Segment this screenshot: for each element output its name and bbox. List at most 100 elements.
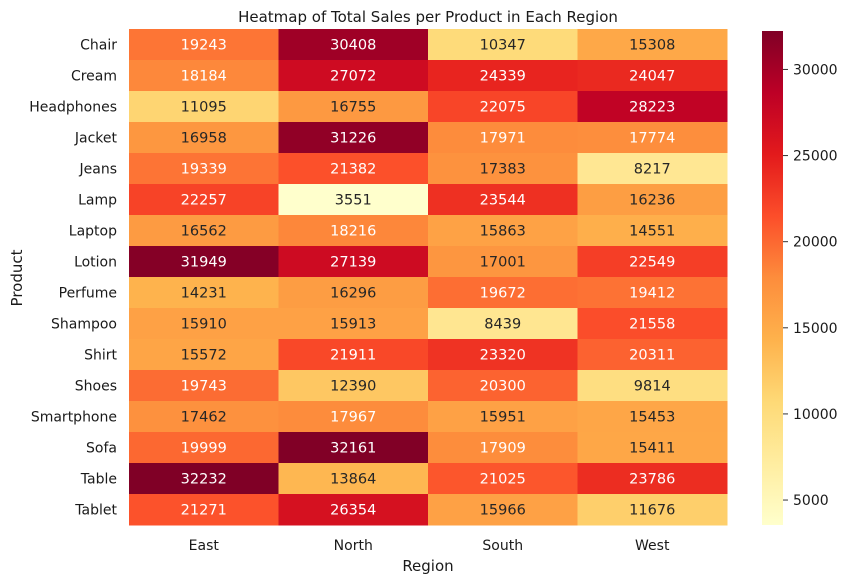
colorbar-ticks: 5000 10000 15000 20000 25000 30000: [783, 62, 838, 509]
heatmap-cell: [428, 370, 578, 402]
heatmap-cell: [129, 339, 279, 371]
heatmap-cell: [577, 122, 728, 154]
cell-value-label: 16958: [181, 131, 227, 147]
heatmap-cell: [428, 215, 578, 247]
heatmap-cell: [428, 308, 578, 340]
heatmap-cell: [577, 308, 728, 340]
heatmap-cell: [129, 215, 279, 247]
heatmap-cell: [428, 60, 578, 92]
cell-value-label: 16755: [330, 100, 376, 116]
y-tick-label: Shoes: [75, 379, 117, 395]
heatmap-cell: [428, 401, 578, 433]
cell-value-label: 15453: [629, 410, 675, 426]
cell-value-label: 32232: [181, 472, 227, 488]
heatmap-cell: [278, 29, 429, 61]
x-axis-label: Region: [402, 557, 453, 575]
heatmap-cell: [129, 401, 279, 433]
cell-value-label: 16236: [629, 193, 675, 209]
cell-value-label: 15910: [181, 317, 227, 333]
heatmap-cell: [129, 370, 279, 402]
heatmap-cell: [129, 184, 279, 216]
heatmap-cell: [129, 308, 279, 340]
heatmap-cell: [577, 29, 728, 61]
y-tick-label: Perfume: [59, 286, 117, 302]
heatmap-cell: [428, 463, 578, 495]
heatmap-cell: [278, 370, 429, 402]
colorbar-tick-label: 15000: [793, 321, 838, 337]
heatmap-cells: 19243 30408 10347 15308 18184 27072 24339 24047…: [129, 29, 728, 526]
heatmap-cell: [428, 29, 578, 61]
heatmap-cell: [577, 215, 728, 247]
heatmap-cell: [577, 277, 728, 309]
y-tick-label: Tablet: [74, 503, 117, 519]
heatmap-cell: [577, 153, 728, 185]
y-tick-label: Smartphone: [31, 410, 117, 426]
heatmap-cell: [278, 153, 429, 185]
heatmap-cell: [428, 339, 578, 371]
cell-value-label: 17001: [480, 255, 526, 271]
cell-value-label: 8439: [484, 317, 521, 333]
cell-value-label: 17383: [480, 162, 526, 178]
cell-value-label: 12390: [330, 379, 376, 395]
heatmap-cell: [278, 339, 429, 371]
cell-value-label: 19243: [181, 38, 227, 54]
cell-value-label: 15411: [629, 441, 675, 457]
heatmap-cell: [278, 432, 429, 464]
cell-value-label: 19412: [629, 286, 675, 302]
cell-value-label: 13864: [330, 472, 376, 488]
y-tick-label: Lamp: [78, 193, 117, 209]
cell-value-label: 26354: [330, 503, 376, 519]
cell-value-label: 30408: [330, 38, 376, 54]
heatmap-cell: [129, 29, 279, 61]
y-tick-label: Jacket: [74, 131, 118, 147]
cell-value-label: 16296: [330, 286, 376, 302]
colorbar-tick-label: 5000: [793, 493, 829, 509]
cell-value-label: 20300: [480, 379, 526, 395]
cell-value-label: 18184: [181, 69, 227, 85]
cell-value-label: 15951: [480, 410, 526, 426]
cell-value-label: 14231: [181, 286, 227, 302]
heatmap-cell: [278, 184, 429, 216]
colorbar: [762, 31, 783, 525]
heatmap-cell: [428, 246, 578, 278]
heatmap-cell: [278, 463, 429, 495]
heatmap-cell: [577, 432, 728, 464]
colorbar-tick-label: 20000: [793, 235, 838, 251]
cell-value-label: 11095: [181, 100, 227, 116]
heatmap-cell: [577, 184, 728, 216]
cell-value-label: 28223: [629, 100, 675, 116]
cell-value-label: 17774: [629, 131, 675, 147]
y-tick-label: Table: [80, 472, 117, 488]
heatmap-cell: [428, 184, 578, 216]
y-axis-label: Product: [8, 249, 26, 306]
y-tick-label: Lotion: [74, 255, 117, 271]
y-tick-label: Shampoo: [51, 317, 117, 333]
cell-value-label: 9814: [634, 379, 671, 395]
cell-value-label: 23544: [480, 193, 526, 209]
heatmap-cell: [577, 91, 728, 123]
cell-value-label: 19339: [181, 162, 227, 178]
heatmap-cell: [278, 401, 429, 433]
y-tick-label: Chair: [80, 38, 117, 54]
heatmap-cell: [428, 91, 578, 123]
heatmap-cell: [577, 401, 728, 433]
heatmap-cell: [278, 91, 429, 123]
heatmap-cell: [278, 308, 429, 340]
cell-value-label: 19999: [181, 441, 227, 457]
x-tick-label: West: [635, 538, 670, 554]
heatmap-cell: [428, 153, 578, 185]
cell-value-label: 15863: [480, 224, 526, 240]
cell-value-label: 18216: [330, 224, 376, 240]
heatmap-cell: [577, 463, 728, 495]
cell-value-label: 19672: [480, 286, 526, 302]
cell-value-label: 21025: [480, 472, 526, 488]
heatmap-cell: [129, 432, 279, 464]
cell-value-label: 15572: [181, 348, 227, 364]
x-tick-labels: East North South West: [189, 538, 670, 554]
cell-value-label: 22257: [181, 193, 227, 209]
heatmap-cell: [278, 60, 429, 92]
x-tick-label: South: [482, 538, 523, 554]
cell-value-label: 17462: [181, 410, 227, 426]
cell-value-label: 3551: [335, 193, 372, 209]
